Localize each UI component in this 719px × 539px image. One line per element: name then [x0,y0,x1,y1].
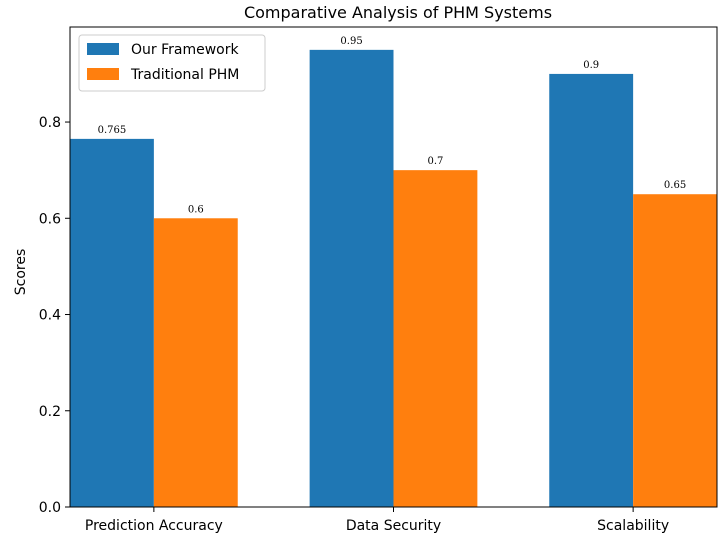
bar [153,218,238,507]
data-label: 0.95 [340,36,362,47]
legend [78,34,266,92]
legend-swatch [87,68,119,80]
y-axis-label: Scores [13,249,29,296]
y-tick-label: 0.6 [39,211,61,227]
bar [549,73,634,507]
y-tick-label: 0.4 [39,308,61,324]
bar [393,170,478,507]
data-label: 0.6 [188,204,204,215]
y-tick-label: 0.2 [39,404,61,420]
bar [309,49,394,507]
data-label: 0.765 [98,125,127,136]
y-tick-label: 0.0 [39,500,61,516]
plot-area: 0.765 0.95 0.9 0.6 0.7 0.65 0.0 0.2 0.4 0.6 0.8 Pre… [39,26,718,534]
x-tick-label: Prediction Accuracy [85,518,223,534]
data-label: 0.65 [664,180,686,191]
y-tick-label: 0.8 [39,115,61,131]
legend-label: Traditional PHM [130,67,239,83]
legend-swatch [87,43,119,55]
legend-label: Our Framework [131,42,239,58]
x-tick-label: Scalability [597,518,669,534]
data-label: 0.9 [583,60,599,71]
bar [633,194,717,507]
x-tick-label: Data Security [346,518,441,534]
bar [70,138,154,507]
data-label: 0.7 [427,156,443,167]
chart-title: Comparative Analysis of PHM Systems [244,3,552,22]
